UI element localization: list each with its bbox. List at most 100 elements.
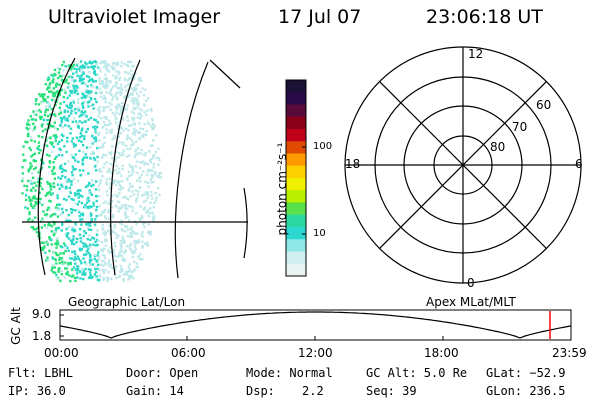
emission-pixel bbox=[81, 214, 85, 217]
emission-pixel bbox=[119, 108, 123, 111]
emission-pixel bbox=[63, 276, 66, 279]
emission-pixel bbox=[119, 188, 122, 191]
emission-pixel bbox=[29, 162, 32, 165]
emission-pixel bbox=[113, 134, 116, 137]
emission-pixel bbox=[127, 265, 130, 269]
emission-pixel bbox=[98, 77, 101, 80]
emission-pixel bbox=[70, 112, 73, 115]
emission-pixel bbox=[88, 258, 92, 261]
emission-pixel bbox=[51, 125, 54, 128]
emission-pixel bbox=[101, 143, 104, 146]
emission-pixel bbox=[137, 95, 141, 98]
emission-pixel bbox=[121, 105, 125, 108]
emission-pixel bbox=[104, 86, 107, 90]
emission-pixel bbox=[132, 252, 135, 255]
emission-pixel bbox=[101, 227, 104, 230]
emission-pixel bbox=[112, 85, 115, 88]
emission-pixel bbox=[82, 93, 85, 96]
emission-pixel bbox=[73, 145, 76, 148]
emission-pixel bbox=[60, 229, 63, 232]
emission-pixel bbox=[71, 240, 74, 243]
emission-pixel bbox=[91, 142, 94, 145]
emission-pixel bbox=[53, 177, 57, 180]
emission-pixel bbox=[113, 67, 116, 70]
emission-pixel bbox=[134, 165, 138, 168]
emission-pixel bbox=[74, 229, 77, 232]
emission-pixel bbox=[118, 171, 121, 174]
emission-pixel bbox=[53, 93, 57, 97]
emission-pixel bbox=[122, 196, 125, 199]
emission-pixel bbox=[70, 140, 73, 143]
emission-pixel bbox=[125, 225, 129, 228]
emission-pixel bbox=[121, 106, 124, 110]
emission-pixel bbox=[138, 177, 141, 180]
emission-pixel bbox=[60, 183, 63, 186]
emission-pixel bbox=[155, 156, 158, 159]
emission-pixel bbox=[51, 264, 55, 267]
emission-pixel bbox=[128, 93, 131, 97]
emission-pixel bbox=[124, 211, 127, 214]
emission-pixel bbox=[54, 134, 58, 137]
emission-pixel bbox=[33, 207, 37, 210]
emission-pixel bbox=[98, 279, 101, 282]
emission-pixel bbox=[32, 129, 35, 132]
emission-pixel bbox=[121, 270, 124, 273]
emission-pixel bbox=[82, 272, 85, 275]
emission-pixel bbox=[73, 243, 76, 246]
limb-arc bbox=[243, 187, 248, 259]
emission-pixel bbox=[96, 254, 99, 257]
lat-label-70: 70 bbox=[512, 120, 528, 134]
emission-pixel bbox=[98, 67, 101, 70]
emission-pixel bbox=[57, 71, 61, 74]
emission-pixel bbox=[157, 157, 160, 160]
emission-pixel bbox=[79, 65, 82, 68]
emission-pixel bbox=[90, 219, 93, 223]
emission-pixel bbox=[61, 125, 65, 128]
emission-pixel bbox=[81, 218, 84, 221]
emission-pixel bbox=[73, 192, 77, 195]
emission-pixel bbox=[120, 126, 124, 130]
emission-pixel bbox=[86, 245, 89, 248]
emission-pixel bbox=[133, 268, 136, 271]
emission-pixel bbox=[129, 228, 133, 231]
emission-pixel bbox=[96, 147, 99, 150]
auroral-emission-pixels bbox=[21, 60, 163, 283]
emission-pixel bbox=[48, 165, 51, 169]
emission-pixel bbox=[149, 107, 152, 111]
emission-pixel bbox=[136, 104, 139, 107]
emission-pixel bbox=[45, 139, 48, 142]
emission-pixel bbox=[65, 78, 68, 82]
x-tick-label-2359: 23:59 bbox=[552, 346, 587, 360]
emission-pixel bbox=[46, 256, 49, 259]
emission-pixel bbox=[25, 185, 29, 188]
emission-pixel bbox=[51, 266, 54, 269]
emission-pixel bbox=[62, 60, 65, 64]
emission-pixel bbox=[64, 169, 67, 173]
emission-pixel bbox=[24, 140, 27, 144]
emission-pixel bbox=[133, 123, 136, 126]
emission-pixel bbox=[46, 119, 49, 122]
emission-pixel bbox=[117, 255, 121, 258]
emission-pixel bbox=[86, 238, 89, 241]
emission-pixel bbox=[37, 151, 41, 155]
emission-pixel bbox=[93, 165, 97, 168]
emission-pixel bbox=[151, 154, 155, 158]
emission-pixel bbox=[104, 85, 108, 88]
emission-pixel bbox=[127, 228, 130, 231]
emission-pixel bbox=[132, 276, 135, 280]
emission-pixel bbox=[105, 190, 108, 193]
info-dsp-label: Dsp: bbox=[246, 384, 275, 398]
emission-pixel bbox=[96, 267, 99, 271]
emission-pixel bbox=[157, 174, 160, 177]
emission-pixel bbox=[67, 262, 70, 265]
emission-pixel bbox=[105, 76, 108, 80]
emission-pixel bbox=[84, 272, 87, 275]
emission-pixel bbox=[102, 278, 105, 281]
emission-pixel bbox=[100, 240, 104, 244]
emission-pixel bbox=[64, 267, 67, 270]
emission-pixel bbox=[112, 74, 115, 77]
emission-pixel bbox=[101, 60, 104, 63]
emission-pixel bbox=[104, 73, 107, 76]
emission-pixel bbox=[130, 235, 134, 238]
emission-pixel bbox=[115, 76, 118, 80]
